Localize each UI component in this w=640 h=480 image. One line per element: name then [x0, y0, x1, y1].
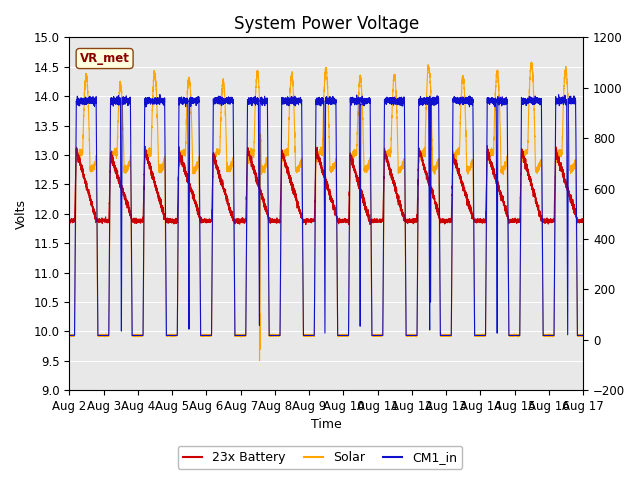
Legend: 23x Battery, Solar, CM1_in: 23x Battery, Solar, CM1_in [178, 446, 462, 469]
Title: System Power Voltage: System Power Voltage [234, 15, 419, 33]
Text: VR_met: VR_met [79, 52, 129, 65]
X-axis label: Time: Time [311, 419, 342, 432]
Y-axis label: Volts: Volts [15, 199, 28, 229]
